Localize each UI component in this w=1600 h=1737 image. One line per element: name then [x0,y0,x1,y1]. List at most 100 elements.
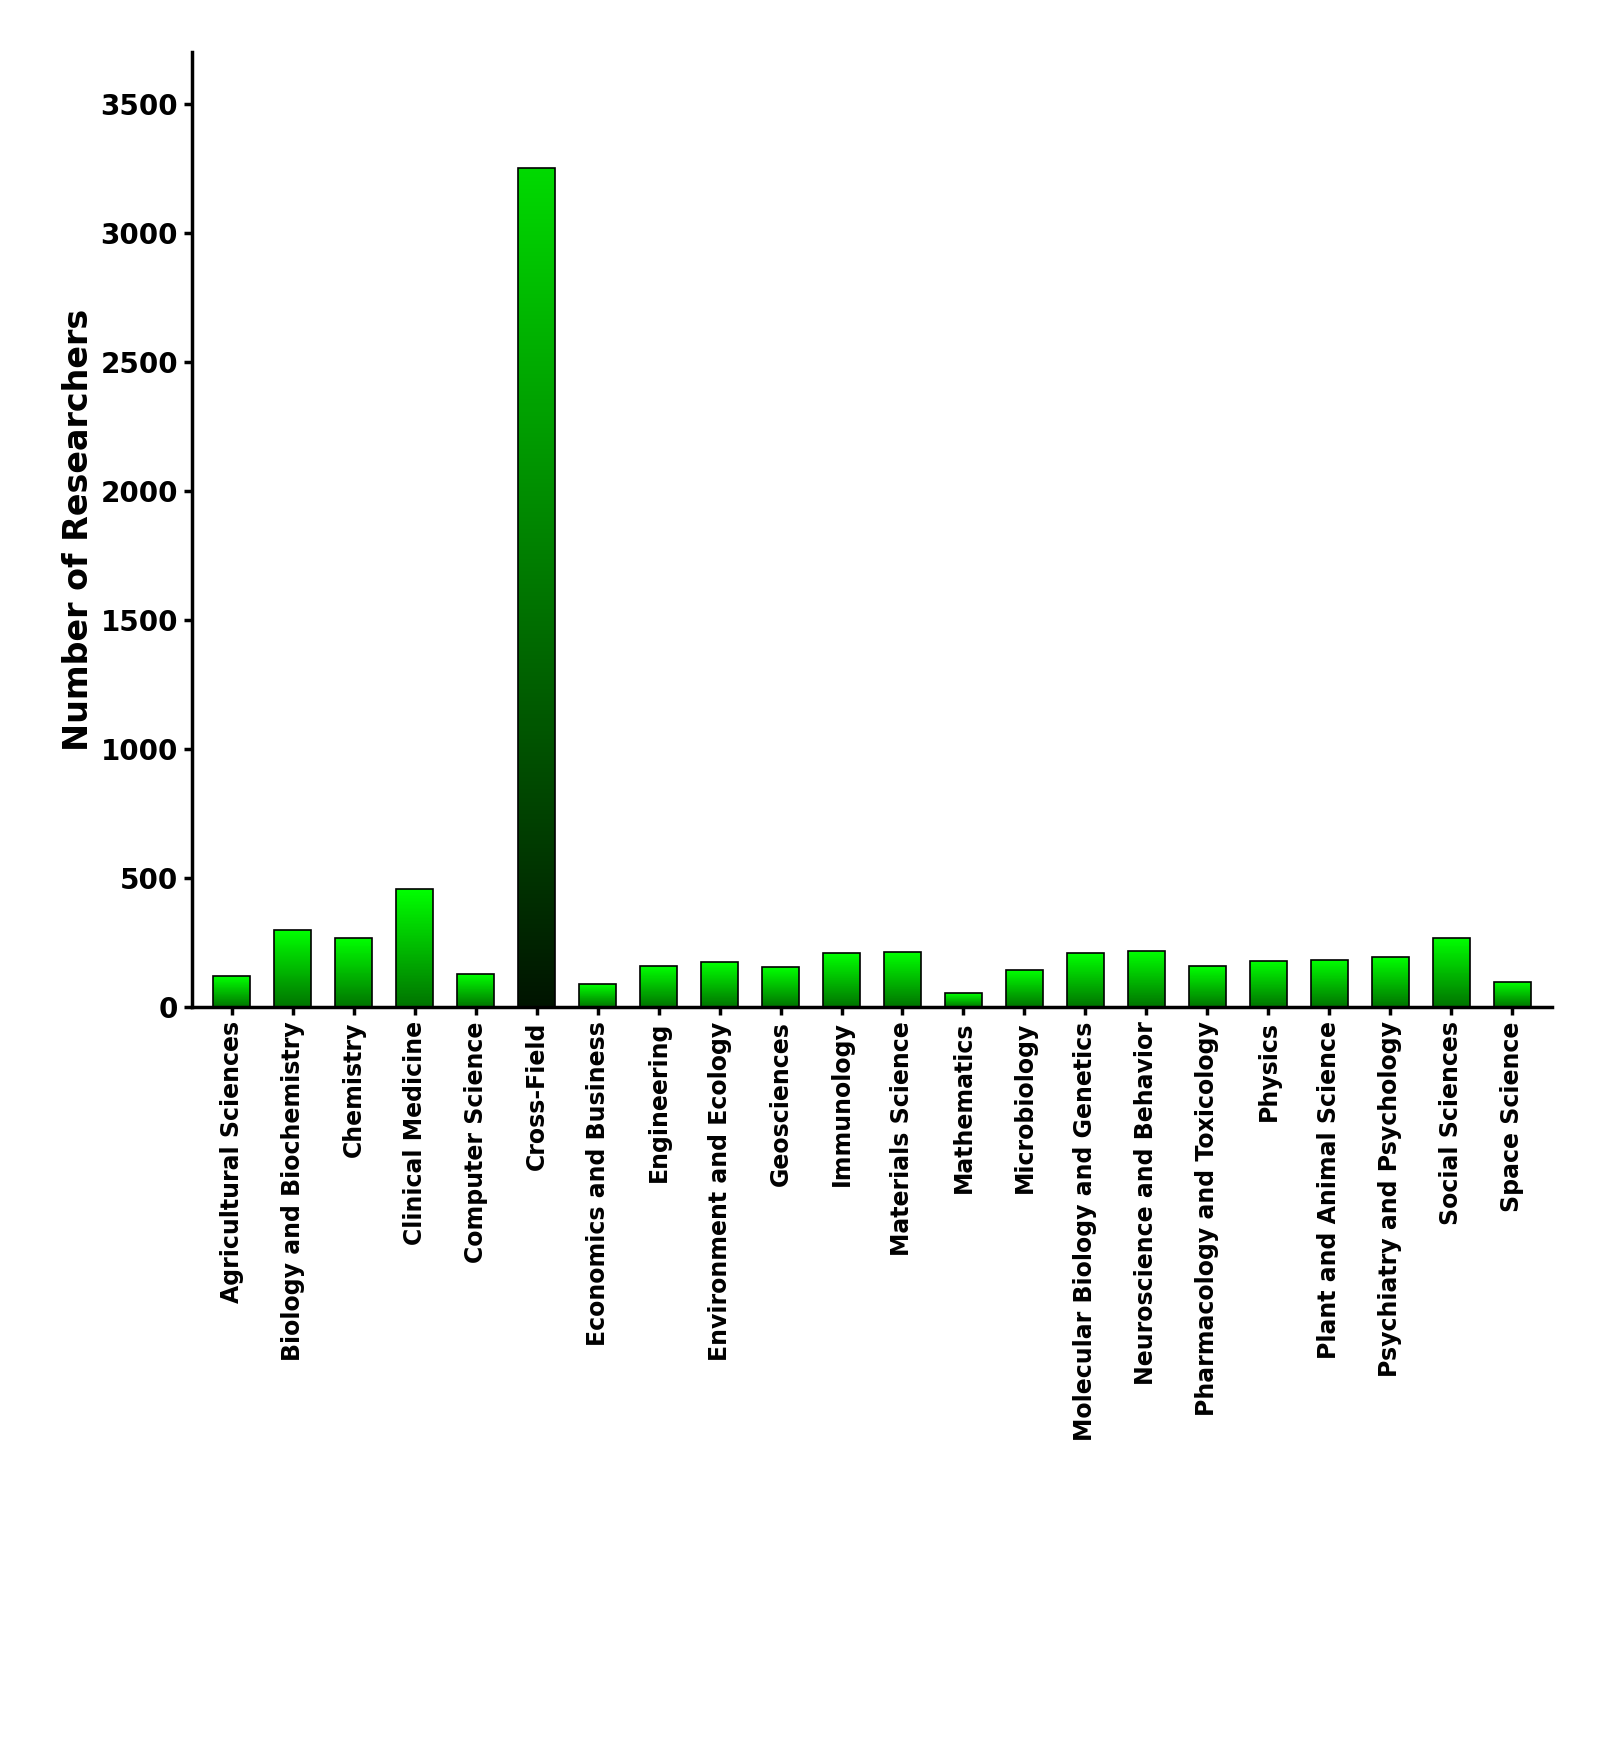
Bar [518,990,555,995]
Bar [518,768,555,773]
Bar [518,495,555,500]
Bar [518,865,555,868]
Bar [518,625,555,631]
Bar [518,403,555,408]
Bar [579,985,616,1007]
Bar [518,261,555,264]
Bar [518,664,555,667]
Bar [518,789,555,794]
Bar [518,379,555,382]
Bar [518,957,555,961]
Bar [518,613,555,617]
Bar [518,361,555,365]
Bar [518,601,555,604]
Bar [518,802,555,806]
Bar [518,974,555,978]
Bar [518,752,555,756]
Bar [518,257,555,261]
Bar [518,307,555,311]
Bar [518,954,555,957]
Bar [518,756,555,759]
Bar [518,314,555,320]
Bar [1006,969,1043,1007]
Bar [518,882,555,886]
Bar [518,504,555,509]
Bar [518,328,555,332]
Bar [518,915,555,919]
Bar [518,731,555,735]
Bar [518,868,555,874]
Bar [518,936,555,940]
Bar [518,809,555,815]
Bar [518,895,555,898]
Bar [518,340,555,344]
Bar [518,818,555,823]
Bar [518,684,555,688]
Bar [518,853,555,856]
Bar [518,693,555,697]
Bar [518,551,555,554]
Bar [518,924,555,928]
Bar [518,907,555,910]
Bar [518,335,555,340]
Bar [518,554,555,559]
Bar [518,735,555,738]
Bar [518,676,555,681]
Bar [518,643,555,646]
Bar [518,681,555,684]
Bar [824,954,859,1007]
Bar [518,290,555,294]
Bar [518,533,555,537]
Bar [518,785,555,789]
Bar [518,714,555,717]
Bar [946,994,982,1007]
Bar [1189,966,1226,1007]
Bar [518,219,555,222]
Bar [762,968,798,1007]
Bar [518,512,555,516]
Bar [518,172,555,177]
Bar [458,974,494,1007]
Bar [518,302,555,307]
Bar [518,386,555,391]
Bar [518,429,555,433]
Bar [518,910,555,915]
Bar [518,370,555,373]
Bar [518,702,555,705]
Bar [518,525,555,530]
Bar [518,210,555,214]
Bar [518,521,555,525]
Bar [518,709,555,714]
Bar [518,945,555,948]
Bar [518,323,555,328]
Bar [518,542,555,545]
Bar [518,928,555,933]
Bar [518,966,555,969]
Bar [518,278,555,281]
Bar [518,186,555,189]
Bar [518,228,555,231]
Bar [518,839,555,844]
Bar [1128,950,1165,1007]
Bar [518,207,555,210]
Bar [518,672,555,676]
Bar [518,201,555,207]
Bar [518,874,555,877]
Bar [518,782,555,785]
Bar [518,978,555,983]
Bar [518,688,555,693]
Bar [1434,938,1470,1007]
Bar [518,530,555,533]
Bar [518,450,555,453]
Bar [518,349,555,353]
Bar [518,580,555,584]
Bar [518,516,555,521]
Bar [518,587,555,592]
Bar [518,655,555,660]
Bar [518,658,555,664]
Bar [518,856,555,860]
Bar [518,453,555,459]
Bar [518,764,555,768]
Bar [518,1004,555,1007]
Bar [518,294,555,299]
